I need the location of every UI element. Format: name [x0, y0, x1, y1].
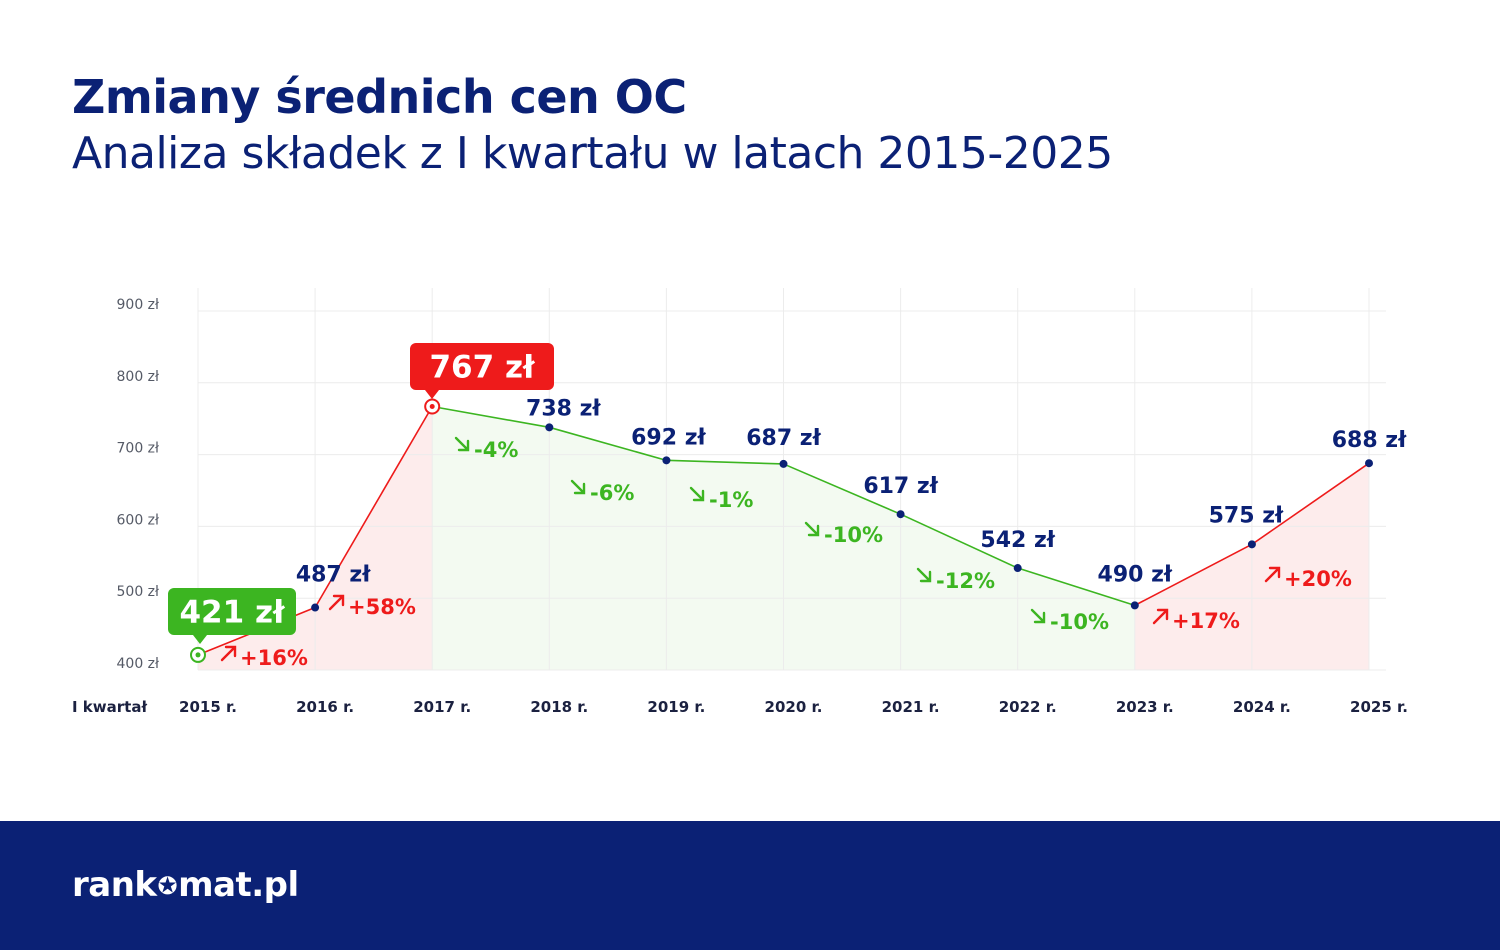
line-segment: [900, 513, 1019, 569]
line-segment: [1251, 462, 1370, 546]
change-label: +20%: [1284, 567, 1352, 591]
callout-tail: [425, 390, 439, 399]
x-tick-label: 2023 r.: [1116, 698, 1174, 716]
arrow-down-right-icon: [689, 486, 705, 502]
min-callout: 421 zł: [168, 588, 296, 644]
x-tick-label: 2017 r.: [413, 698, 471, 716]
data-point: [1130, 601, 1139, 610]
callout-box: [410, 343, 554, 390]
x-tick-label: 2018 r.: [530, 698, 588, 716]
x-tick-label: 2025 r.: [1350, 698, 1408, 716]
rankomat-logo[interactable]: rank✪mat.pl: [72, 865, 299, 905]
change-label: +58%: [348, 595, 416, 619]
line-segment: [1134, 543, 1253, 607]
data-point: [545, 423, 554, 432]
highlight-point: [429, 403, 435, 409]
callout-tail: [193, 635, 207, 644]
value-label: 487 zł: [296, 563, 371, 588]
data-point: [1365, 459, 1373, 468]
area-segment: [1134, 544, 1252, 670]
area-segment: [900, 514, 1018, 670]
arrow-down-right-icon: [454, 436, 470, 452]
y-tick-label: 700 zł: [117, 441, 160, 457]
value-label: 575 zł: [1209, 503, 1284, 528]
logo-text-left: rank: [72, 865, 157, 905]
data-point: [1013, 564, 1022, 573]
chart-title: Zmiany średnich cen OC: [72, 70, 687, 124]
change-label: +16%: [240, 646, 308, 670]
line-segment: [314, 406, 433, 608]
area-segment: [1017, 568, 1135, 670]
arrow-down-right-icon: [570, 479, 586, 495]
max-callout: 767 zł: [410, 343, 554, 399]
area-segment: [666, 460, 784, 670]
callout-box: [168, 588, 296, 635]
arrow-down-right-icon: [804, 521, 820, 537]
logo-text-right: mat.pl: [178, 865, 299, 905]
data-point: [662, 456, 671, 465]
y-tick-label: 400 zł: [117, 656, 160, 672]
arrow-up-right-icon: [1264, 566, 1281, 583]
star-icon: ✪: [157, 872, 178, 900]
change-label: +17%: [1172, 609, 1240, 633]
value-label: 692 zł: [631, 425, 706, 450]
y-tick-label: 500 zł: [117, 584, 160, 600]
line-segment: [1017, 567, 1136, 607]
change-label: -10%: [1050, 610, 1109, 634]
change-label: -1%: [709, 488, 753, 512]
x-tick-label: 2015 r.: [179, 698, 237, 716]
change-label: -12%: [936, 569, 995, 593]
price-line-chart: 400 zł 500 zł 600 zł 700 zł 800 zł 900 zł I kw…: [72, 288, 1408, 716]
chart-subtitle: Analiza składek z I kwartału w latach 20…: [72, 128, 1113, 179]
value-label: 617 zł: [863, 474, 938, 499]
area-segment: [432, 406, 550, 670]
area-segment: [783, 463, 901, 670]
y-tick-label: 600 zł: [117, 512, 160, 528]
data-point: [311, 603, 320, 612]
arrow-down-right-icon: [916, 567, 932, 583]
data-point: [896, 510, 905, 519]
footer-bar: rank✪mat.pl: [0, 821, 1500, 950]
arrow-up-right-icon: [328, 594, 345, 611]
x-tick-label: 2022 r.: [999, 698, 1057, 716]
arrow-down-right-icon: [1030, 608, 1046, 624]
value-label: 490 zł: [1098, 562, 1173, 587]
line-segment: [666, 459, 784, 465]
data-point: [1247, 540, 1256, 549]
area-segment: [549, 427, 667, 670]
area-segment: [315, 406, 433, 670]
line-segment: [432, 405, 550, 429]
x-tick-label: 2019 r.: [647, 698, 705, 716]
value-label: 738 zł: [526, 396, 601, 421]
y-tick-label: 800 zł: [117, 369, 160, 385]
change-label: -6%: [590, 481, 634, 505]
value-label: 688 zł: [1332, 428, 1407, 453]
data-point: [779, 459, 788, 468]
arrow-up-right-icon: [220, 645, 237, 662]
value-label: 542 zł: [980, 528, 1055, 553]
x-tick-label: 2016 r.: [296, 698, 354, 716]
x-tick-label: 2020 r.: [765, 698, 823, 716]
y-tick-label: 900 zł: [117, 297, 160, 313]
callout-value: 767 zł: [429, 350, 536, 386]
line-segment: [549, 426, 667, 462]
area-segment: [1251, 463, 1369, 670]
change-label: -4%: [474, 438, 518, 462]
x-tick-label: 2021 r.: [882, 698, 940, 716]
line-segment: [783, 463, 901, 515]
callout-value: 421 zł: [179, 595, 286, 631]
highlight-point: [195, 652, 201, 658]
arrow-up-right-icon: [1152, 608, 1169, 625]
x-tick-label: 2024 r.: [1233, 698, 1291, 716]
value-label: 687 zł: [746, 426, 821, 451]
x-axis-label: I kwartał: [72, 698, 147, 716]
change-label: -10%: [824, 523, 883, 547]
